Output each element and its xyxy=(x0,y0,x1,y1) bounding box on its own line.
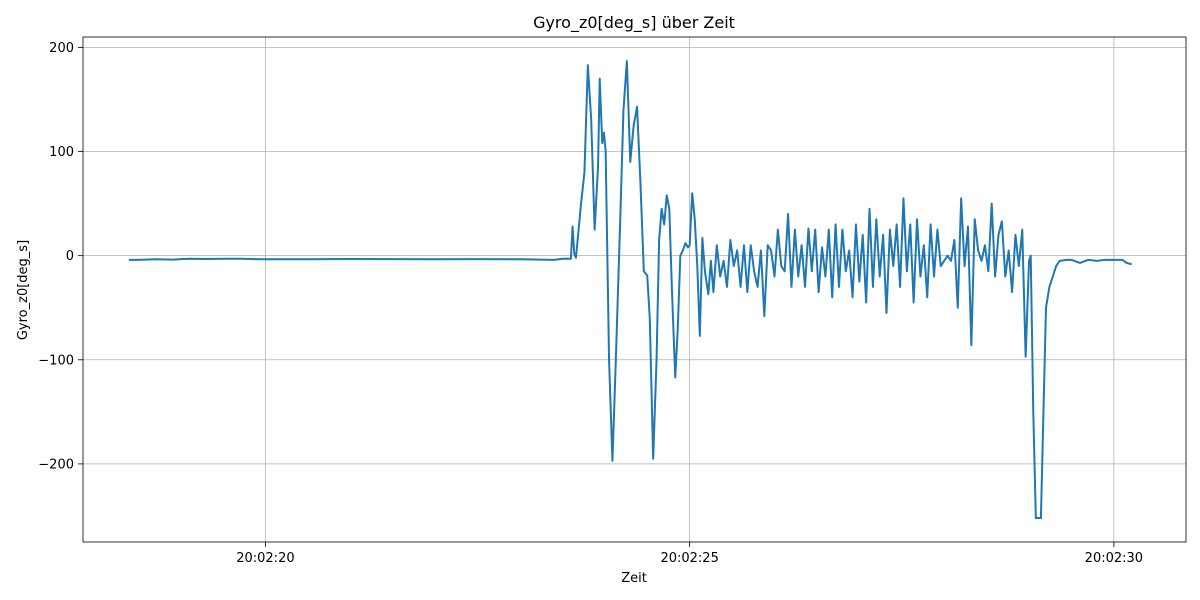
y-tick-label: −100 xyxy=(38,353,74,368)
y-tick-label: 0 xyxy=(66,249,74,264)
series-line xyxy=(128,59,1132,520)
x-tick-label: 20:02:20 xyxy=(236,551,294,566)
x-axis-label: Zeit xyxy=(621,571,647,586)
y-axis-ticks: 200 100 0 −100 −200 xyxy=(38,41,83,472)
x-tick-label: 20:02:30 xyxy=(1085,551,1143,566)
y-tick-label: 100 xyxy=(49,145,74,160)
y-tick-label: 200 xyxy=(49,41,74,56)
series-layer xyxy=(128,59,1132,520)
y-axis-label: Gyro_z0[deg_s] xyxy=(16,240,31,340)
x-tick-label: 20:02:25 xyxy=(660,551,718,566)
chart-title: Gyro_z0[deg_s] über Zeit xyxy=(533,13,735,33)
grid-lines xyxy=(83,37,1186,542)
y-tick-label: −200 xyxy=(38,457,74,472)
plot-area-frame xyxy=(82,36,1187,543)
x-axis-ticks: 20:02:20 20:02:25 20:02:30 xyxy=(236,542,1143,566)
